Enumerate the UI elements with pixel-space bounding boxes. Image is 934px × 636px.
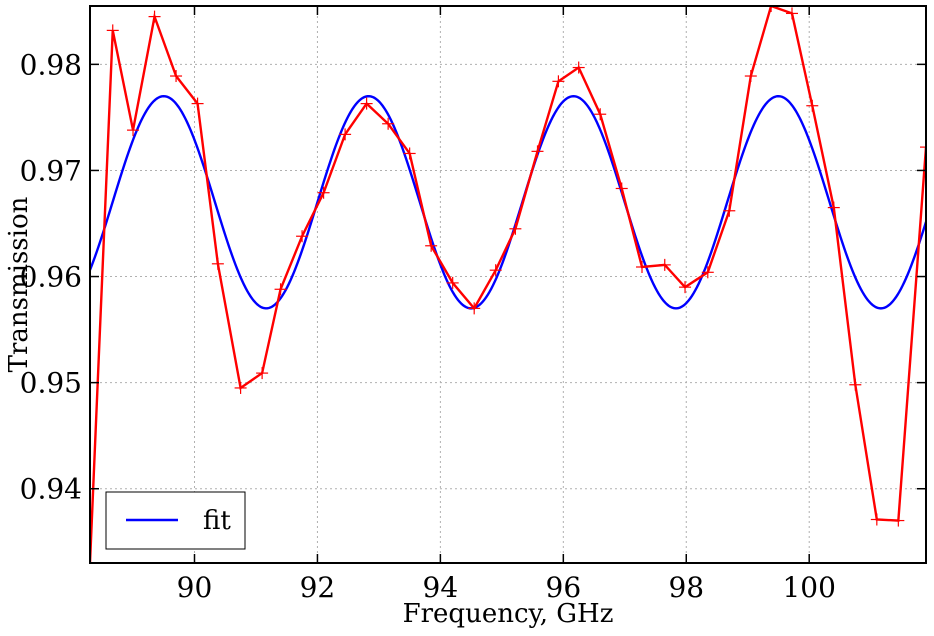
grid-lines <box>90 6 926 563</box>
measured-data-point <box>572 61 585 74</box>
measured-data-point <box>636 260 649 273</box>
measured-data-point <box>658 258 671 271</box>
measured-data-point <box>489 264 502 277</box>
x-axis-label: Frequency, GHz <box>403 599 614 629</box>
measured-data-point <box>509 222 522 235</box>
measured-data-point <box>785 7 798 20</box>
measured-data-point <box>170 70 183 83</box>
measured-data-point <box>827 201 840 214</box>
measured-data-point <box>920 141 926 154</box>
y-tick-label: 0.97 <box>20 154 82 187</box>
measured-data-point <box>106 24 119 37</box>
x-tick-label: 94 <box>423 571 459 604</box>
measured-data-point <box>127 124 140 137</box>
measured-data-point <box>211 257 224 270</box>
legend-label-fit: fit <box>203 506 231 536</box>
measured-data-point <box>806 99 819 112</box>
measured-data-point <box>148 10 161 23</box>
measured-data-point <box>765 6 778 12</box>
measured-data-point <box>234 381 247 394</box>
x-tick-label: 96 <box>546 571 582 604</box>
measured-data-point <box>679 281 692 294</box>
measured-data-point <box>723 204 736 217</box>
measured-data-point <box>531 145 544 158</box>
y-tick-label: 0.94 <box>20 473 82 506</box>
x-tick-label: 100 <box>782 571 835 604</box>
x-tick-label: 90 <box>177 571 213 604</box>
measured-data-point <box>360 97 373 110</box>
measured-data-point <box>849 378 862 391</box>
measured-data-point <box>615 182 628 195</box>
measured-data-point <box>403 147 416 160</box>
measured-data-point <box>552 75 565 88</box>
measured-data-point <box>892 514 905 527</box>
measured-data-point <box>382 117 395 130</box>
measured-data-point <box>339 128 352 141</box>
measured-data-point <box>468 302 481 315</box>
fit-series-line <box>90 94 926 310</box>
y-tick-label: 0.98 <box>20 48 82 81</box>
axis-ticks: 90 92 94 96 98 100 0.94 0.95 0.96 0.97 0.98 <box>20 6 926 604</box>
legend: fit <box>105 491 246 550</box>
measured-data-point <box>594 108 607 121</box>
measured-data-point <box>701 266 714 279</box>
series-layer <box>90 6 926 563</box>
measured-data-point <box>191 97 204 110</box>
measured-data-point <box>317 186 330 199</box>
y-tick-label: 0.96 <box>20 261 82 294</box>
measured-data-point <box>744 70 757 83</box>
y-tick-label: 0.95 <box>20 367 82 400</box>
x-tick-label: 92 <box>300 571 336 604</box>
x-tick-label: 98 <box>668 571 704 604</box>
measured-data-point <box>256 367 269 380</box>
measured-data-point <box>870 513 883 526</box>
measured-series-line <box>90 6 926 563</box>
measured-data-point <box>446 276 459 289</box>
measured-data-point <box>296 230 309 243</box>
measured-data-point <box>425 239 438 252</box>
measured-data-point <box>274 283 287 296</box>
plot-frame <box>89 5 927 564</box>
y-axis-label: Transmission <box>4 196 34 372</box>
